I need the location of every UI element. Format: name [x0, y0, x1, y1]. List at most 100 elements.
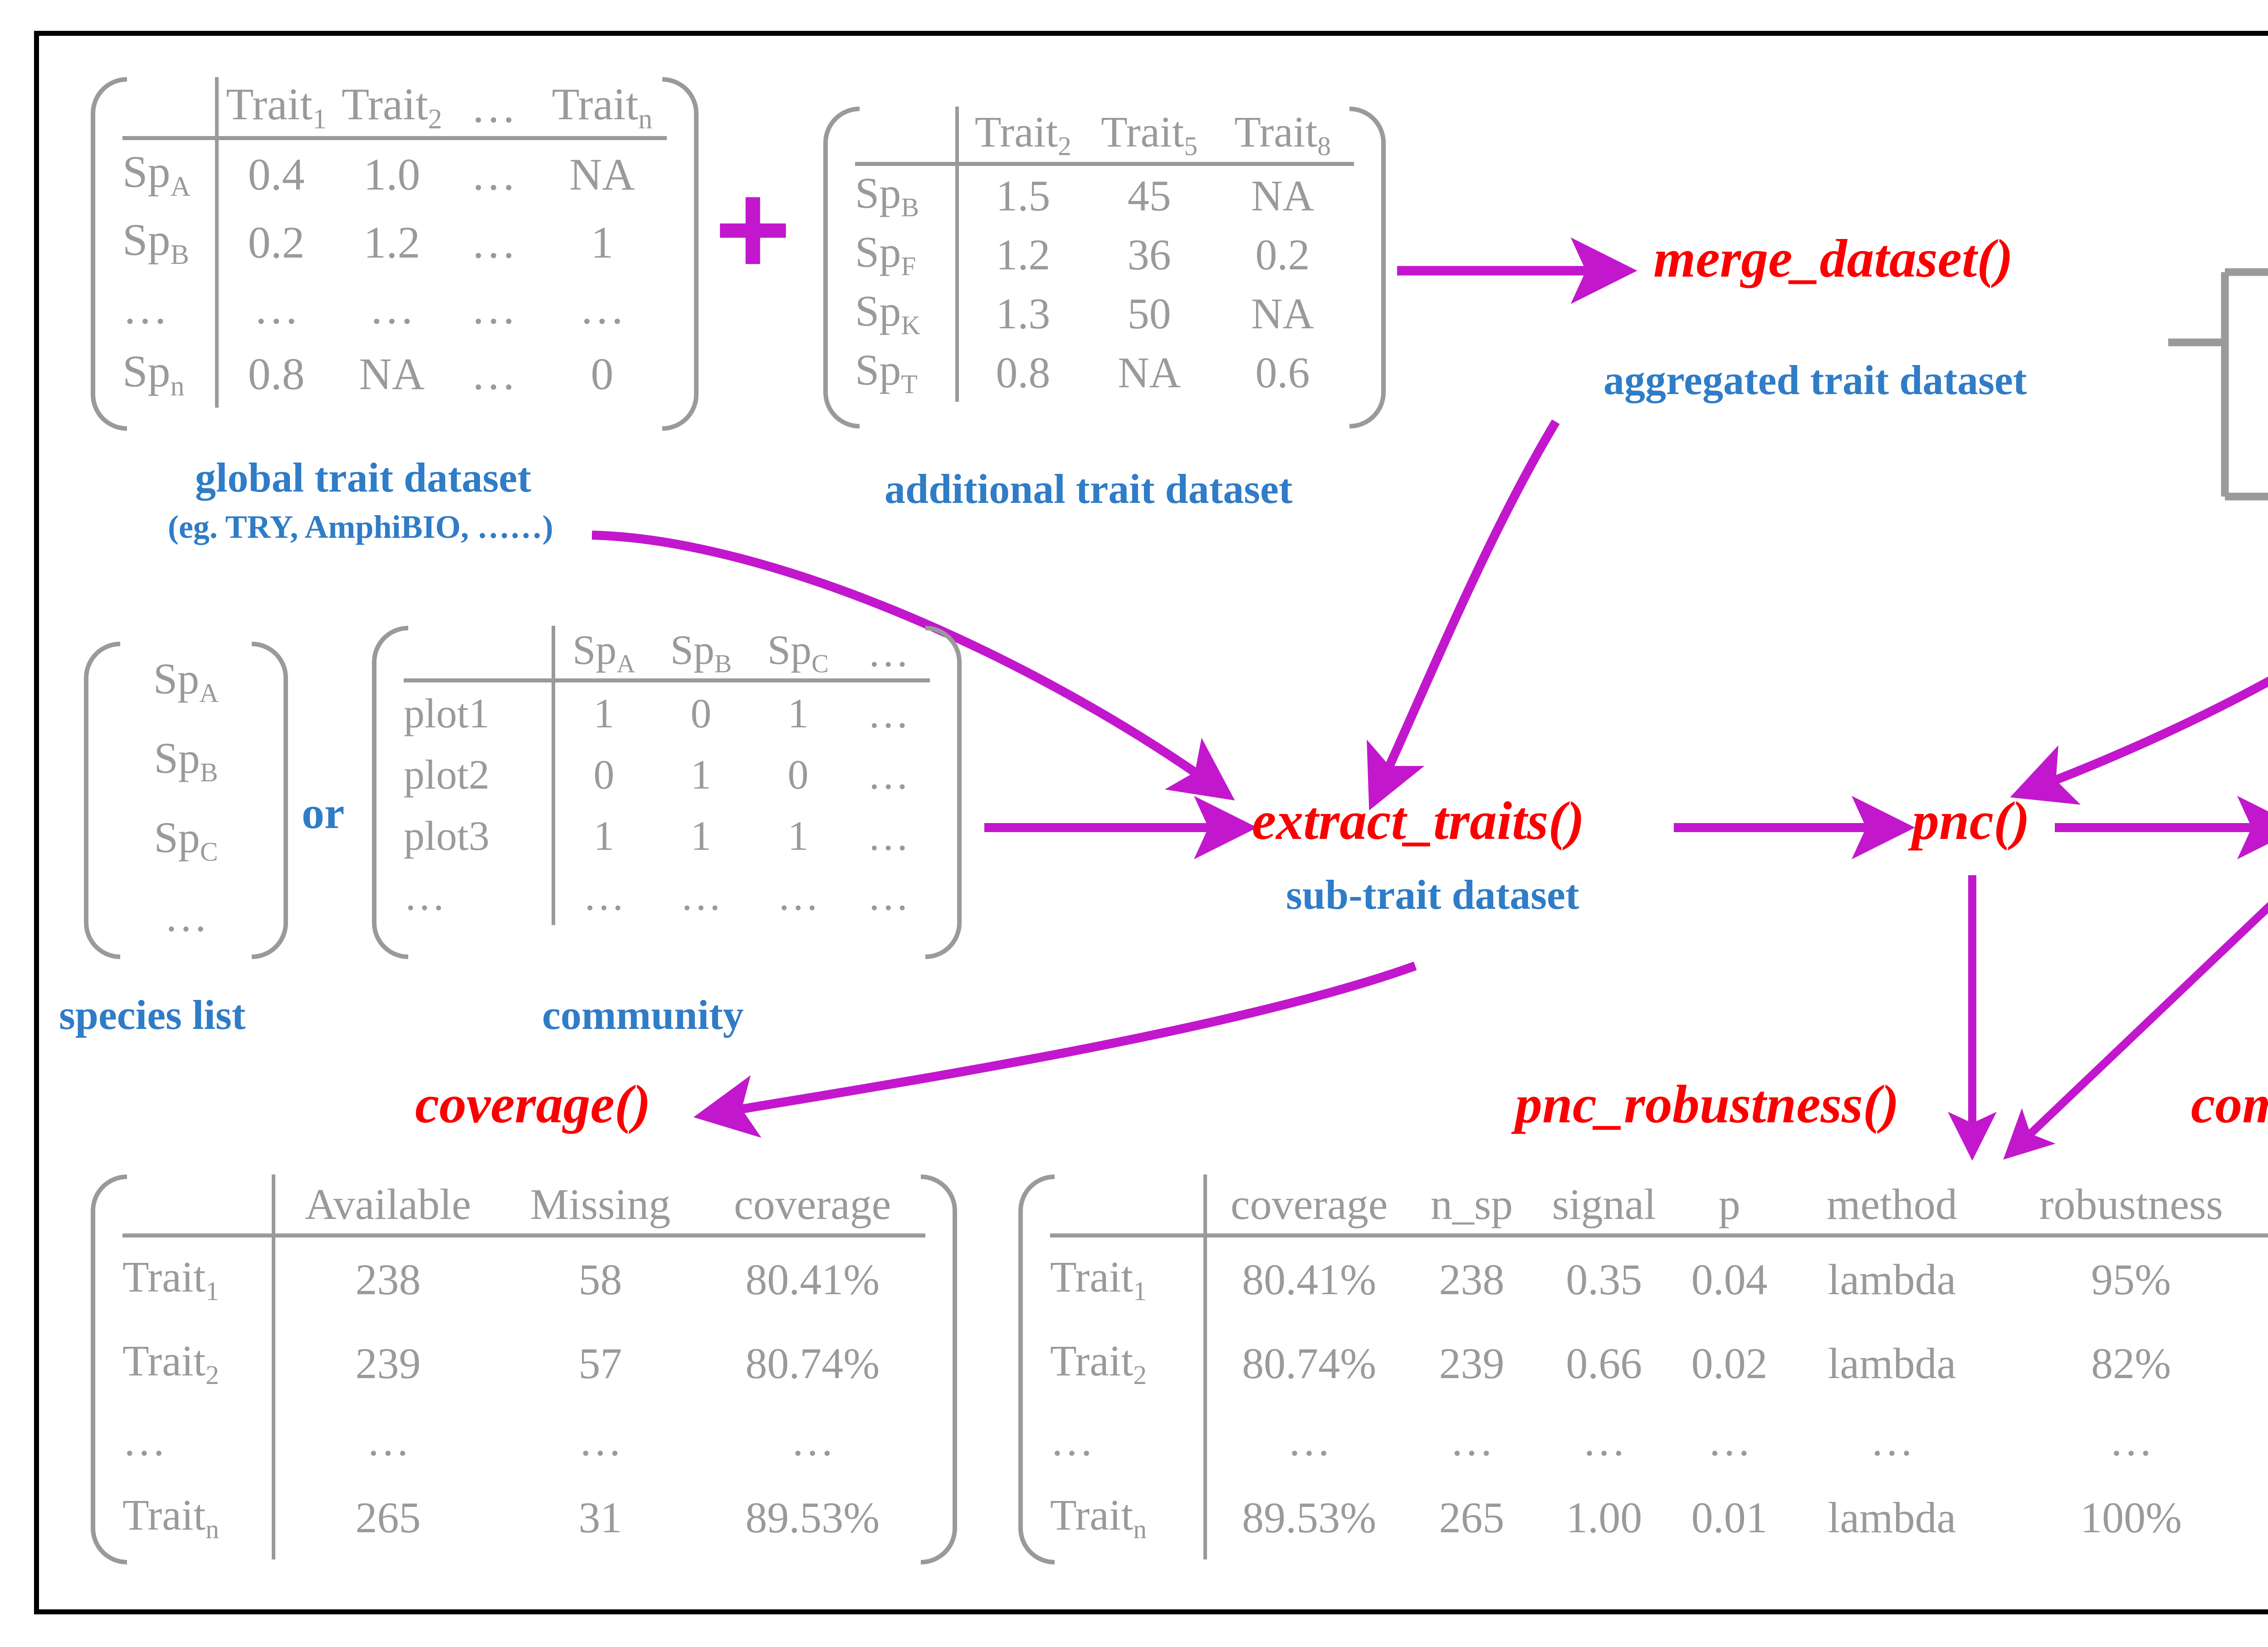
arrow-subtrait-to-coverage [693, 961, 1417, 1138]
row-label: Sp [154, 734, 200, 783]
table-row: Trait1 80.41% 238 0.35 0.04 lambda 95% 0… [1050, 1235, 2268, 1322]
cell: NA [569, 149, 635, 200]
row-label-sub: 2 [1133, 1360, 1147, 1390]
column-header: Trait [1101, 107, 1184, 156]
cell: 0.0227 [2261, 1236, 2268, 1322]
table-header-row: Available Missing coverage [122, 1174, 925, 1238]
matrix-bracket-right [921, 1174, 957, 1564]
cell: NA [359, 348, 425, 399]
column-header: coverage [733, 1179, 891, 1228]
cell: 0.8 [248, 348, 305, 399]
row-label-sub: T [901, 369, 918, 400]
matrix-bracket-left [1018, 1174, 1055, 1564]
label-sub-trait-dataset: sub-trait dataset [1286, 872, 1579, 918]
row-label: plot1 [404, 690, 490, 736]
table-row: SpT 0.8 NA 0.6 [855, 343, 1354, 402]
cell: 89.53% [745, 1493, 880, 1542]
row-label: Trait [122, 1252, 206, 1301]
column-header-sub: C [811, 649, 829, 678]
column-header: … [867, 629, 909, 676]
cell: 80.41% [745, 1255, 880, 1304]
label-additional-trait-dataset: additional trait dataset [885, 466, 1293, 512]
table-row: SpA 0.4 1.0 … NA [122, 138, 667, 208]
row-label: Trait [1050, 1252, 1134, 1301]
label-community: community [542, 992, 744, 1038]
row-label: plot2 [404, 751, 490, 798]
column-header-sub: n [638, 103, 653, 135]
table-header-row: SpA SpB SpC … [404, 626, 930, 683]
table-row: SpF 1.2 36 0.2 [855, 225, 1354, 284]
cell: … [470, 283, 516, 333]
row-label: Sp [855, 346, 901, 395]
function-pnc-robustness: pnc_robustness() [1515, 1074, 1899, 1134]
cell: 1.00 [1566, 1493, 1642, 1542]
cell: … [867, 751, 909, 798]
matrix-bracket-left [372, 626, 408, 959]
cell: 0.04 [1691, 1255, 1768, 1304]
matrix-bracket-left [91, 1174, 127, 1564]
function-pnc: pnc() [1912, 790, 2030, 851]
matrix-pnc-output: coverage n_sp signal p method robustness… [1018, 1174, 2268, 1564]
cell: 0 [690, 690, 712, 736]
cell: … [369, 283, 415, 333]
cell: NA [1251, 289, 1314, 338]
row-label: … [404, 872, 445, 919]
column-header: signal [1552, 1179, 1656, 1228]
row-label-sub: 1 [1133, 1276, 1147, 1306]
label-or: or [302, 788, 345, 838]
cell: 95% [2091, 1255, 2171, 1304]
row-label: Sp [153, 654, 200, 703]
column-header: robustness [2039, 1179, 2223, 1228]
matrix-community: SpA SpB SpC … plot1 1 0 1 … plot2 0 1 0 … [372, 626, 962, 959]
cell: … [578, 1416, 622, 1465]
row-label: Sp [855, 287, 901, 336]
table-row: plot3 1 1 1 … [404, 805, 930, 867]
row-label: Trait [1050, 1336, 1134, 1385]
cell: 0 [593, 751, 615, 798]
function-compnc-robustness: compnc_robustness() [2191, 1074, 2268, 1134]
function-extract-traits: extract_traits() [1252, 790, 1585, 851]
cell: 80.41% [1242, 1255, 1377, 1304]
label-global-trait-dataset-examples: (eg. TRY, AmphiBIO, ……) [168, 509, 553, 545]
cell: 1.3 [996, 289, 1051, 338]
cell: 1.2 [996, 230, 1051, 279]
cell: … [1707, 1416, 1751, 1465]
cell: … [680, 872, 722, 919]
cell: 0.6 [1255, 348, 1310, 397]
cell: … [777, 872, 819, 919]
row-label: Sp [122, 146, 171, 197]
cell: 89.53% [1242, 1493, 1377, 1542]
cell: … [1870, 1416, 1914, 1465]
cell: … [867, 690, 909, 736]
cell: 31 [578, 1493, 622, 1542]
diagram-frame [34, 31, 2268, 1614]
table-row: … … … … [122, 1405, 925, 1476]
column-header: Trait [1234, 107, 1318, 156]
row-label: Sp [154, 813, 200, 862]
cell: lambda [1828, 1255, 1956, 1304]
cell: 0.01 [1691, 1493, 1768, 1542]
label-species-list: species list [59, 992, 246, 1038]
cell: 0.2 [1255, 230, 1310, 279]
arrow-global-to-extract [591, 531, 1235, 801]
column-header-sub: 5 [1184, 131, 1198, 161]
cell: … [470, 348, 516, 399]
cell: … [254, 283, 299, 333]
cell: … [2261, 1405, 2268, 1476]
cell: … [470, 149, 516, 200]
column-header-sub: B [714, 649, 732, 678]
cell: 0.0096 [2261, 1476, 2268, 1559]
cell: 57 [578, 1339, 622, 1388]
table-row: SpK 1.3 50 NA [855, 284, 1354, 343]
cell: 58 [578, 1255, 622, 1304]
cell: 1 [787, 812, 809, 859]
cell: … [1450, 1416, 1494, 1465]
column-header: coverage [1230, 1179, 1388, 1228]
column-header: Sp [572, 627, 617, 673]
cell: 0.8 [996, 348, 1051, 397]
column-header: Sp [670, 627, 714, 673]
cell: 1 [787, 690, 809, 736]
matrix-additional-trait-dataset: Trait2 Trait5 Trait8 SpB 1.5 45 NA SpF 1… [823, 107, 1386, 429]
table-row: Trait2 239 57 80.74% [122, 1321, 925, 1405]
